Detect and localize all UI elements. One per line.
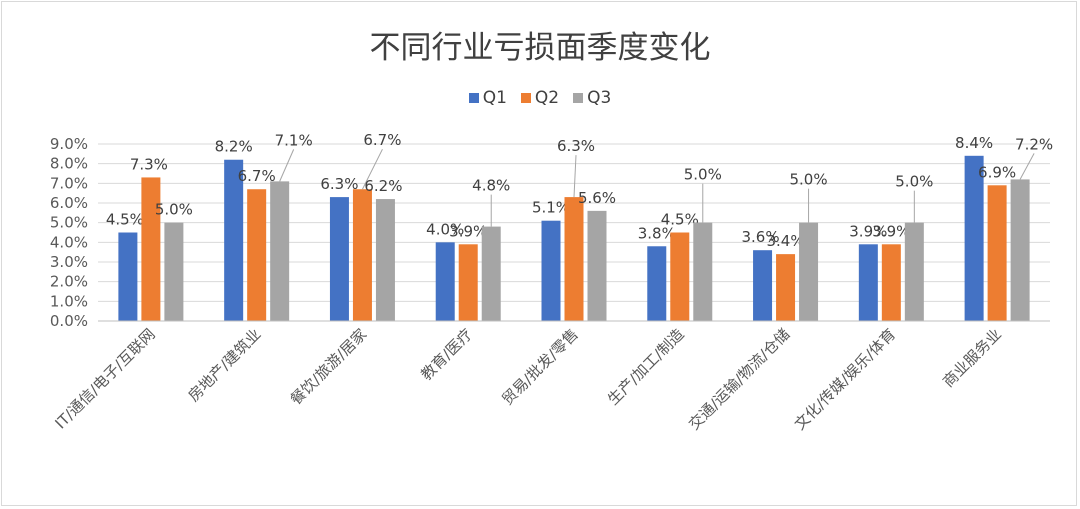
bar-q3 (587, 210, 607, 321)
category-label: 房地产/建筑业 (185, 325, 265, 405)
bar-q1 (964, 155, 984, 321)
bar-q3 (1010, 179, 1030, 321)
data-label-leader (361, 149, 383, 190)
data-label: 7.1% (275, 131, 313, 149)
data-label-leader (573, 155, 577, 198)
data-label: 5.0% (790, 171, 828, 189)
bar-q3 (270, 181, 290, 321)
category-label: 餐饮/旅游/居家 (287, 325, 371, 409)
data-label: 8.2% (215, 138, 253, 156)
bar-q1 (224, 159, 244, 321)
category-label: 贸易/批发/零售 (498, 325, 582, 409)
data-label: 8.4% (955, 134, 993, 152)
bar-q1 (753, 250, 773, 321)
bar-q2 (247, 189, 267, 321)
legend-label-q1: Q1 (482, 88, 507, 108)
data-label: 6.7% (238, 167, 276, 185)
bar-q3 (164, 222, 184, 321)
bar-q2 (564, 197, 584, 321)
bar-q1 (647, 246, 667, 321)
bar-q3 (693, 222, 713, 321)
y-tick-label: 3.0% (50, 253, 88, 271)
bar-q3 (375, 199, 395, 321)
category-label: 生产/加工/制造 (604, 325, 688, 409)
data-label-leader (279, 149, 295, 182)
legend-swatch-q3 (573, 93, 584, 103)
data-label: 3.4% (767, 232, 805, 250)
data-label: 3.9% (872, 222, 910, 240)
data-label: 6.7% (363, 131, 401, 149)
data-label: 6.3% (557, 137, 595, 155)
data-label: 6.2% (364, 177, 402, 195)
legend-label-q3: Q3 (587, 88, 612, 108)
bar-q2 (987, 185, 1007, 321)
y-tick-label: 4.0% (50, 233, 88, 251)
data-label: 6.3% (320, 175, 358, 193)
data-label: 3.9% (849, 222, 887, 240)
data-label: 4.5% (661, 211, 699, 229)
category-label: 文化/传媒/娱乐/体育 (791, 325, 899, 433)
data-label: 7.3% (130, 155, 168, 173)
bar-q3 (904, 222, 924, 321)
y-tick-label: 2.0% (50, 273, 88, 291)
data-label: 5.6% (578, 189, 616, 207)
bar-q2 (776, 254, 796, 321)
bar-q1 (541, 220, 561, 321)
y-tick-label: 1.0% (50, 292, 88, 310)
legend: Q1 Q2 Q3 (0, 88, 1080, 108)
data-label: 5.0% (895, 173, 933, 191)
bar-q3 (799, 222, 819, 321)
legend-swatch-q2 (520, 93, 531, 103)
data-label: 7.2% (1015, 135, 1053, 153)
bar-q2 (352, 189, 372, 321)
data-label: 3.9% (449, 222, 487, 240)
category-label: 教育/医疗 (417, 325, 476, 384)
legend-label-q2: Q2 (534, 88, 560, 108)
bar-q1 (329, 197, 349, 321)
data-label: 4.0% (426, 220, 464, 238)
category-label: 交通/运输/物流/仓储 (685, 325, 793, 433)
bar-q2 (881, 244, 901, 321)
legend-item-q2: Q2 (520, 88, 560, 108)
data-label: 4.8% (472, 177, 510, 195)
bar-q2 (670, 232, 690, 321)
legend-item-q1: Q1 (468, 88, 507, 108)
data-label-leader (1019, 153, 1035, 180)
y-tick-label: 7.0% (50, 174, 88, 192)
category-label: IT/通信/电子/互联网 (51, 325, 158, 432)
chart-title: 不同行业亏损面季度变化 (369, 30, 711, 66)
data-label: 3.8% (638, 224, 676, 242)
legend-swatch-q1 (468, 93, 479, 103)
data-label: 5.1% (532, 199, 570, 217)
y-tick-label: 6.0% (50, 194, 88, 212)
category-label: 商业服务业 (939, 325, 1005, 391)
data-label: 4.5% (106, 211, 144, 229)
y-tick-label: 8.0% (50, 155, 88, 173)
legend-item-q3: Q3 (573, 88, 611, 108)
y-tick-label: 0.0% (50, 312, 88, 330)
data-label: 6.9% (978, 163, 1016, 181)
bar-q1 (858, 244, 878, 321)
bar-q3 (481, 226, 501, 321)
y-tick-label: 9.0% (50, 135, 88, 153)
data-label: 5.0% (684, 166, 722, 184)
data-label: 5.0% (155, 201, 193, 219)
data-label: 3.6% (742, 228, 780, 246)
y-tick-label: 5.0% (50, 214, 88, 232)
bar-q1 (435, 242, 455, 321)
bar-q1 (118, 232, 138, 321)
bar-q2 (141, 177, 161, 321)
bar-q2 (458, 244, 478, 321)
